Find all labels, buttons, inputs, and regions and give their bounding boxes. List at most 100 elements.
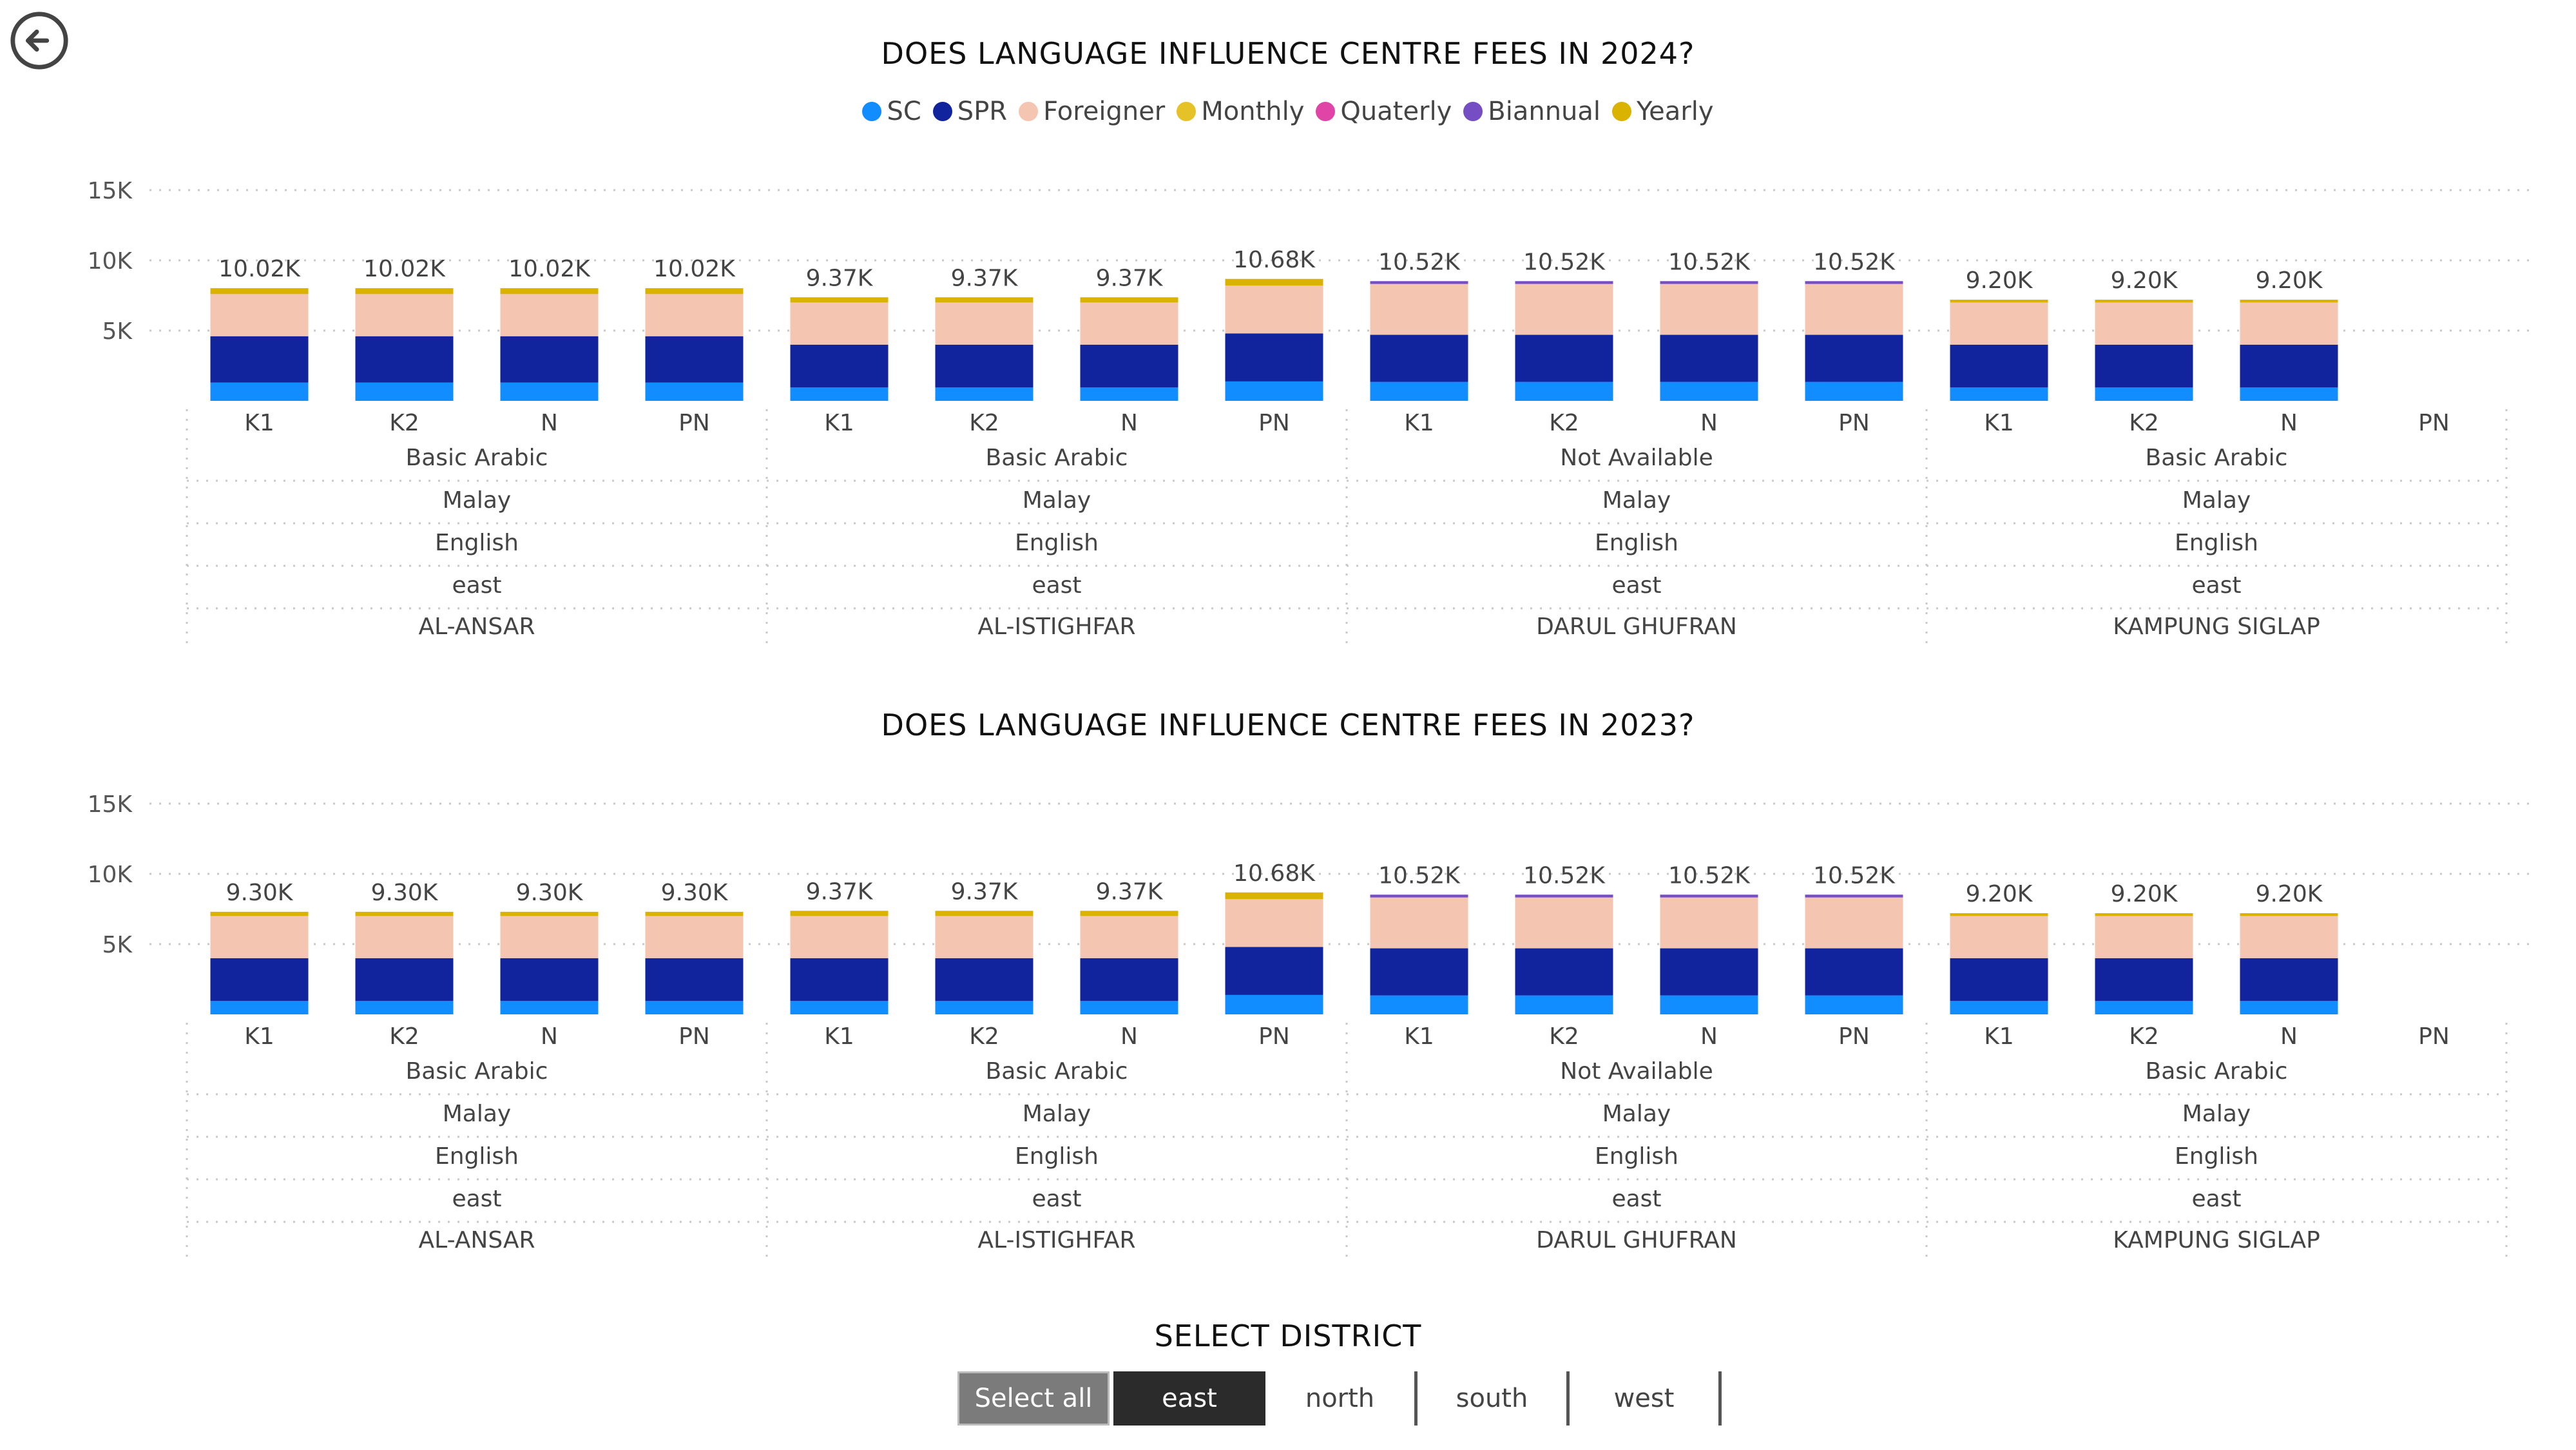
bar-segment-foreigner[interactable] — [355, 294, 454, 336]
bar-segment-spr[interactable] — [1950, 344, 2048, 388]
bar-segment-foreigner[interactable] — [1515, 897, 1613, 949]
bar-segment-foreigner[interactable] — [1080, 916, 1178, 958]
bar-segment-sc[interactable] — [2095, 387, 2193, 401]
stacked-bar-chart-2024[interactable]: 5K 10K 15K 10.02K K1 10.02K K2 10.02K N 10.02K PN 9… — [0, 161, 2576, 677]
bar-segment-sc[interactable] — [2240, 387, 2338, 401]
bar-segment-foreigner[interactable] — [2095, 302, 2193, 345]
bar-segment-spr[interactable] — [1660, 948, 1758, 996]
slicer-option-east[interactable]: east — [1113, 1371, 1265, 1426]
bar-segment-sc[interactable] — [1660, 995, 1758, 1014]
bar-segment-spr[interactable] — [1225, 333, 1323, 382]
bar-segment-spr[interactable] — [1515, 334, 1613, 382]
bar-segment-spr[interactable] — [2240, 344, 2338, 388]
bar-segment-yearly[interactable] — [645, 911, 744, 916]
bar-segment-yearly[interactable] — [1225, 892, 1323, 900]
bar-segment-foreigner[interactable] — [2240, 916, 2338, 958]
bar-segment-foreigner[interactable] — [1660, 284, 1758, 335]
bar-segment-biannual[interactable] — [1515, 281, 1613, 284]
bar-segment-yearly[interactable] — [355, 911, 454, 916]
legend-item-foreigner[interactable]: Foreigner — [1019, 97, 1165, 126]
bar-segment-biannual[interactable] — [1370, 281, 1468, 284]
bar-segment-sc[interactable] — [790, 1001, 889, 1014]
bar-segment-spr[interactable] — [1660, 334, 1758, 382]
bar-segment-yearly[interactable] — [500, 288, 599, 295]
bar-segment-spr[interactable] — [1515, 948, 1613, 996]
bar-segment-spr[interactable] — [790, 344, 889, 388]
bar-segment-biannual[interactable] — [1805, 894, 1903, 898]
bar-segment-foreigner[interactable] — [1225, 285, 1323, 334]
bar-segment-foreigner[interactable] — [645, 916, 744, 958]
bar-segment-sc[interactable] — [1080, 387, 1178, 401]
bar-segment-foreigner[interactable] — [1660, 897, 1758, 949]
bar-segment-sc[interactable] — [1515, 995, 1613, 1014]
bar-segment-sc[interactable] — [2095, 1001, 2193, 1014]
slicer-option-select-all[interactable]: Select all — [957, 1371, 1110, 1426]
bar-segment-sc[interactable] — [210, 1001, 309, 1014]
bar-segment-sc[interactable] — [1950, 1001, 2048, 1014]
bar-segment-spr[interactable] — [500, 336, 599, 383]
bar-segment-spr[interactable] — [2095, 344, 2193, 388]
bar-segment-sc[interactable] — [1805, 382, 1903, 401]
bar-segment-spr[interactable] — [210, 958, 309, 1001]
bar-segment-foreigner[interactable] — [790, 916, 889, 958]
legend-item-sc[interactable]: SC — [862, 97, 921, 126]
back-arrow-icon[interactable] — [8, 9, 71, 72]
bar-segment-foreigner[interactable] — [210, 916, 309, 958]
bar-segment-foreigner[interactable] — [790, 302, 889, 345]
bar-segment-spr[interactable] — [355, 336, 454, 383]
bar-segment-sc[interactable] — [1370, 995, 1468, 1014]
bar-segment-sc[interactable] — [1805, 995, 1903, 1014]
bar-segment-yearly[interactable] — [210, 911, 309, 916]
bar-segment-foreigner[interactable] — [1805, 284, 1903, 335]
slicer-option-south[interactable]: south — [1418, 1371, 1570, 1426]
bar-segment-biannual[interactable] — [1805, 281, 1903, 284]
legend-item-monthly[interactable]: Monthly — [1177, 97, 1304, 126]
bar-segment-spr[interactable] — [355, 958, 454, 1001]
bar-segment-foreigner[interactable] — [1515, 284, 1613, 335]
bar-segment-foreigner[interactable] — [1080, 302, 1178, 345]
bar-segment-sc[interactable] — [935, 1001, 1033, 1014]
bar-segment-sc[interactable] — [1950, 387, 2048, 401]
legend-item-quaterly[interactable]: Quaterly — [1316, 97, 1452, 126]
bar-segment-yearly[interactable] — [2240, 913, 2338, 916]
bar-segment-spr[interactable] — [1805, 334, 1903, 382]
bar-segment-foreigner[interactable] — [1225, 899, 1323, 947]
bar-segment-spr[interactable] — [790, 958, 889, 1001]
bar-segment-sc[interactable] — [645, 1001, 744, 1014]
bar-segment-foreigner[interactable] — [500, 916, 599, 958]
bar-segment-foreigner[interactable] — [645, 294, 744, 336]
bar-segment-spr[interactable] — [210, 336, 309, 383]
slicer-option-north[interactable]: north — [1265, 1371, 1418, 1426]
bar-segment-sc[interactable] — [1660, 382, 1758, 401]
bar-segment-yearly[interactable] — [790, 911, 889, 916]
bar-segment-spr[interactable] — [935, 958, 1033, 1001]
bar-segment-spr[interactable] — [1080, 958, 1178, 1001]
bar-segment-yearly[interactable] — [645, 288, 744, 295]
bar-segment-foreigner[interactable] — [935, 916, 1033, 958]
bar-segment-yearly[interactable] — [1080, 911, 1178, 916]
bar-segment-yearly[interactable] — [1950, 300, 2048, 303]
bar-segment-yearly[interactable] — [790, 297, 889, 303]
bar-segment-sc[interactable] — [2240, 1001, 2338, 1014]
bar-segment-sc[interactable] — [935, 387, 1033, 401]
bar-segment-spr[interactable] — [935, 344, 1033, 388]
bar-segment-sc[interactable] — [645, 382, 744, 401]
bar-segment-spr[interactable] — [2240, 958, 2338, 1001]
bar-segment-yearly[interactable] — [2095, 300, 2193, 303]
bar-segment-yearly[interactable] — [210, 288, 309, 295]
bar-segment-biannual[interactable] — [1370, 894, 1468, 898]
bar-segment-sc[interactable] — [355, 1001, 454, 1014]
bar-segment-yearly[interactable] — [355, 288, 454, 295]
bar-segment-yearly[interactable] — [2240, 300, 2338, 303]
bar-segment-foreigner[interactable] — [355, 916, 454, 958]
bar-segment-yearly[interactable] — [935, 297, 1033, 303]
bar-segment-foreigner[interactable] — [1805, 897, 1903, 949]
bar-segment-spr[interactable] — [1370, 948, 1468, 996]
bar-segment-sc[interactable] — [1225, 381, 1323, 401]
bar-segment-sc[interactable] — [1515, 382, 1613, 401]
bar-segment-sc[interactable] — [1225, 994, 1323, 1014]
bar-segment-spr[interactable] — [500, 958, 599, 1001]
bar-segment-spr[interactable] — [1080, 344, 1178, 388]
bar-segment-yearly[interactable] — [1950, 913, 2048, 916]
bar-segment-foreigner[interactable] — [1950, 302, 2048, 345]
